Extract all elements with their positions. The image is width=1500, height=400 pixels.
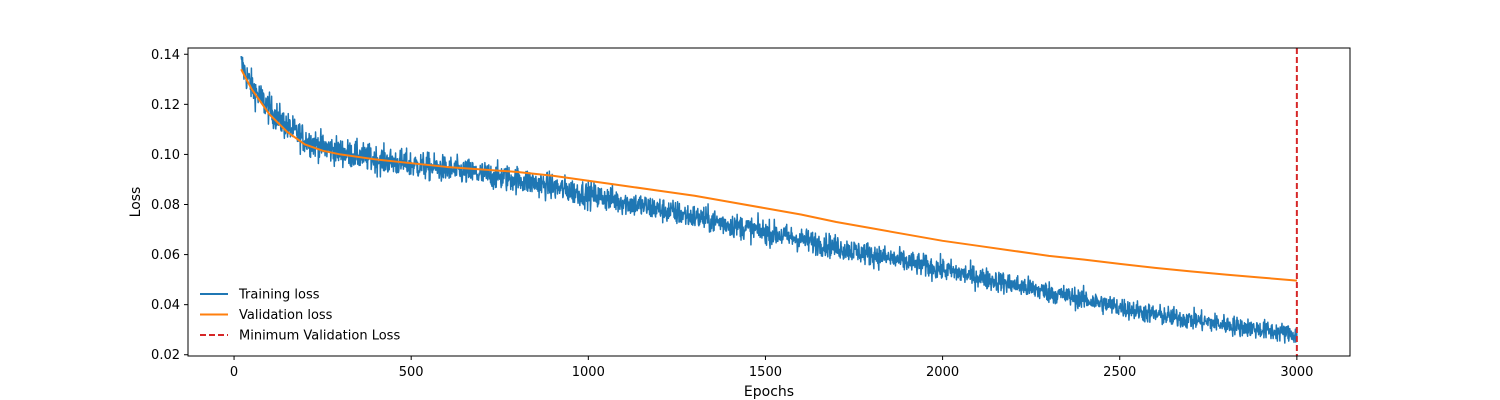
legend: Training loss Validation loss Minimum Va… [200,288,400,344]
series-training-loss [240,55,1298,344]
y-axis: 0.02 0.04 0.06 0.08 0.10 0.12 0.14 [151,48,188,363]
series-layer [240,48,1298,356]
series-validation-loss [240,68,1297,282]
y-tick-label: 0.08 [151,198,180,213]
y-tick-label: 0.06 [151,248,180,263]
x-tick-label: 3000 [1280,365,1313,380]
legend-label-minimum-validation-loss: Minimum Validation Loss [239,329,400,344]
y-tick-label: 0.12 [151,98,180,113]
y-tick-label: 0.14 [151,48,180,63]
x-tick-label: 2500 [1103,365,1136,380]
x-axis: 0 500 1000 1500 2000 2500 3000 [230,356,1313,380]
x-tick-label: 500 [399,365,424,380]
legend-label-validation-loss: Validation loss [239,308,333,323]
x-tick-label: 0 [230,365,238,380]
y-tick-label: 0.02 [151,348,180,363]
x-tick-label: 2000 [926,365,959,380]
legend-label-training-loss: Training loss [238,288,320,303]
y-tick-label: 0.04 [151,298,180,313]
y-tick-label: 0.10 [151,148,180,163]
x-tick-label: 1500 [749,365,782,380]
x-axis-label: Epochs [744,384,794,400]
x-tick-label: 1000 [572,365,605,380]
y-axis-label: Loss [128,187,144,218]
plot-frame [187,47,1351,357]
